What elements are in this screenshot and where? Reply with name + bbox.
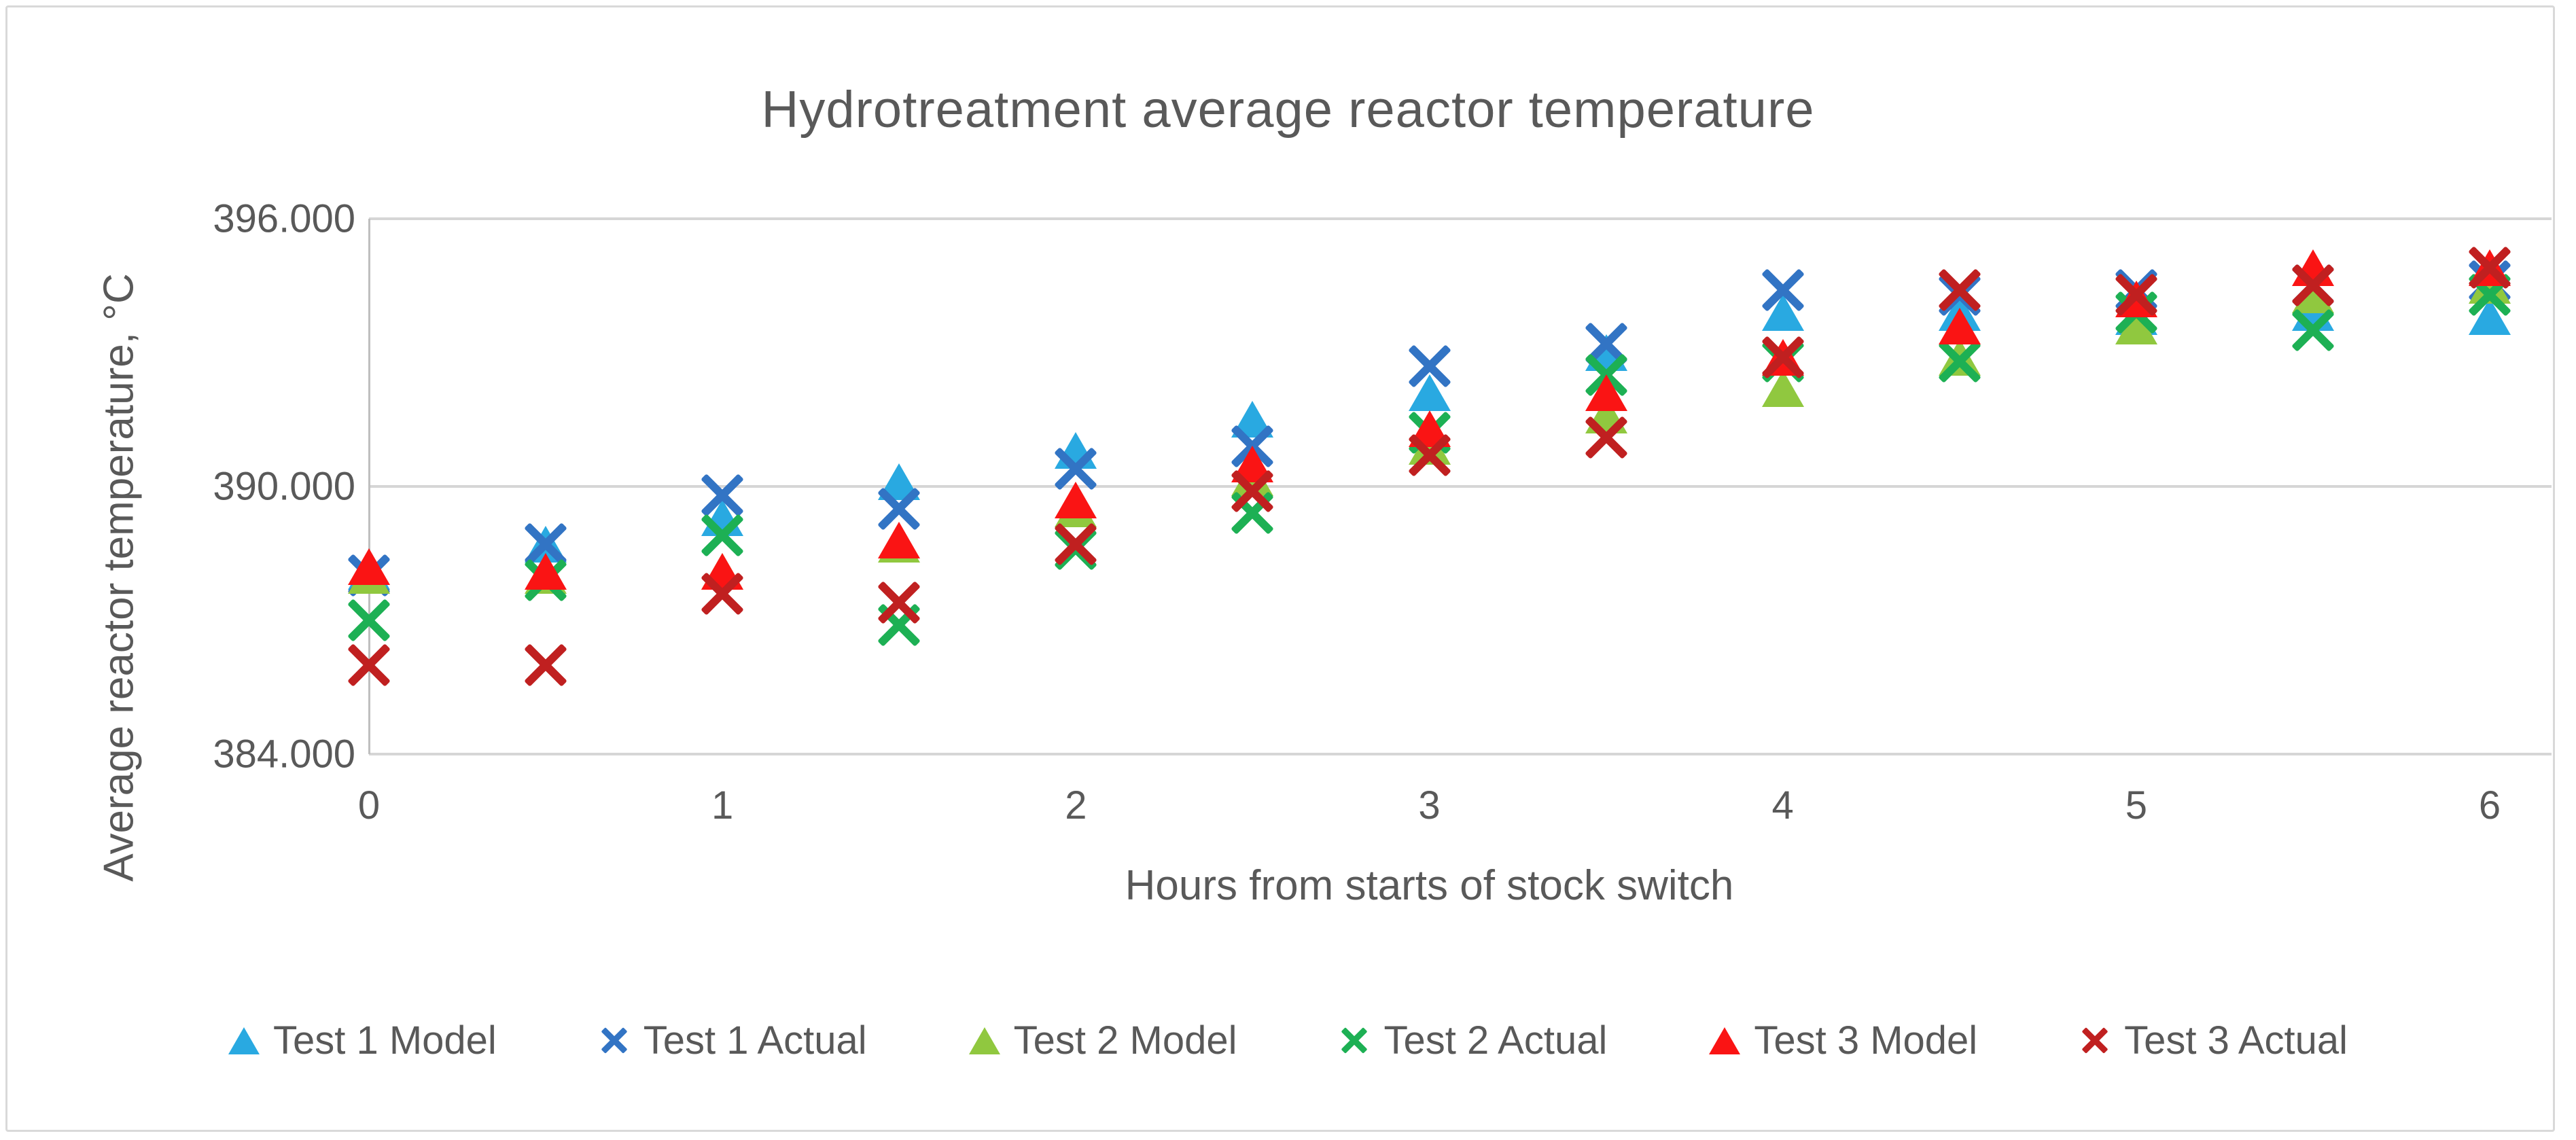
legend-triangle-icon [228,1027,260,1054]
legend-x-icon [599,1025,630,1056]
legend-label: Test 2 Model [1013,1018,1237,1063]
x-tick-label: 2 [1065,783,1087,827]
marker-test-3-actual [1757,331,1810,384]
marker-test-3-model [525,552,567,590]
legend-item-test-2-actual: Test 2 Actual [1339,1018,1607,1063]
marker-test-3-actual [342,639,395,692]
legend-x-icon [2079,1025,2111,1056]
y-tick-label: 390.000 [213,464,355,509]
marker-test-3-actual [1403,429,1456,482]
x-tick-label: 4 [1771,783,1794,827]
marker-test-3-actual [1580,411,1633,464]
marker-test-3-actual [2110,268,2163,321]
legend-x-icon [1339,1025,1370,1056]
marker-test-3-actual [696,567,749,620]
legend: Test 1 Model Test 1 Actual Test 2 Model Tes… [0,1018,2576,1063]
gridline [369,217,2552,220]
legend-item-test-1-actual: Test 1 Actual [599,1018,867,1063]
gridline [369,485,2552,488]
x-tick-label: 5 [2125,783,2147,827]
legend-item-test-2-model: Test 2 Model [968,1018,1237,1063]
legend-label: Test 3 Model [1754,1018,1978,1063]
legend-triangle-icon [968,1027,1000,1054]
marker-test-1-actual [1757,264,1810,317]
y-axis-title: Average reactor temperature, °C [95,273,143,882]
legend-triangle-icon [1709,1027,1741,1054]
legend-item-test-1-model: Test 1 Model [228,1018,497,1063]
marker-test-3-model [348,548,390,586]
legend-item-test-3-actual: Test 3 Actual [2079,1018,2348,1063]
y-tick-label: 384.000 [213,732,355,777]
marker-test-3-actual [2463,241,2516,294]
legend-item-test-3-model: Test 3 Model [1709,1018,1977,1063]
gridline [369,753,2552,756]
legend-label: Test 1 Actual [643,1018,867,1063]
legend-label: Test 3 Actual [2124,1018,2348,1063]
x-axis-title: Hours from starts of stock switch [1125,862,1734,909]
marker-test-3-actual [872,576,925,629]
marker-test-3-actual [1226,465,1279,518]
marker-test-3-actual [519,639,572,692]
marker-test-3-actual [1933,264,1986,317]
marker-test-1-actual [1403,340,1456,393]
chart-title: Hydrotreatment average reactor temperatu… [761,81,1815,139]
y-tick-label: 396.000 [213,196,355,241]
legend-label: Test 1 Model [272,1018,497,1063]
marker-test-3-actual [1049,518,1102,571]
marker-test-3-model [1585,374,1627,412]
x-tick-label: 1 [711,783,734,827]
x-tick-label: 0 [357,783,381,827]
x-tick-label: 3 [1418,783,1441,827]
marker-test-3-model [878,521,921,558]
legend-label: Test 2 Actual [1383,1018,1608,1063]
marker-test-3-model [1055,481,1097,518]
x-tick-label: 6 [2478,783,2501,827]
y-axis-line [368,218,370,754]
marker-test-3-actual [2287,259,2340,312]
marker-test-3-model [1938,307,1981,344]
